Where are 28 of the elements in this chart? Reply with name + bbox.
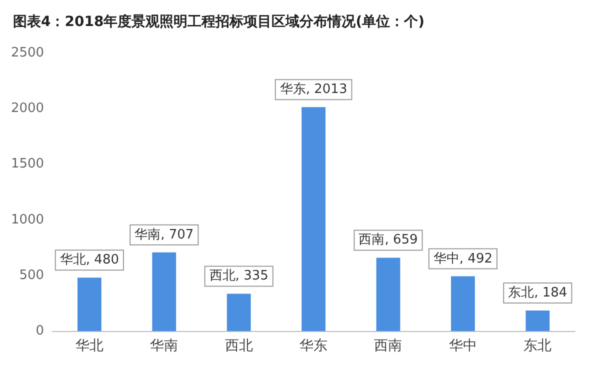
bar bbox=[77, 278, 102, 331]
chart-title: 图表4：2018年度景观照明工程招标项目区域分布情况(单位：个) bbox=[13, 13, 425, 30]
data-label: 西北, 335 bbox=[209, 268, 268, 284]
y-tick-label: 1500 bbox=[10, 156, 44, 172]
data-label: 华北, 480 bbox=[60, 252, 119, 268]
x-tick-label: 华南 bbox=[150, 338, 178, 354]
bar bbox=[226, 294, 251, 331]
y-tick-label: 500 bbox=[19, 268, 44, 283]
y-tick-label: 2500 bbox=[10, 46, 44, 60]
x-tick-label: 华中 bbox=[448, 338, 477, 354]
data-label: 华南, 707 bbox=[134, 227, 194, 242]
x-tick-label: 东北 bbox=[524, 338, 552, 354]
data-label: 华中, 492 bbox=[433, 251, 492, 266]
data-label: 西南, 659 bbox=[358, 232, 418, 248]
bar bbox=[450, 276, 475, 331]
x-tick-label: 西南 bbox=[374, 338, 402, 354]
data-label: 东北, 184 bbox=[508, 286, 568, 301]
x-tick-label: 华北 bbox=[75, 338, 104, 354]
x-tick-label: 西北 bbox=[224, 338, 253, 354]
y-tick-label: 0 bbox=[36, 324, 44, 338]
bar bbox=[152, 252, 176, 331]
bar bbox=[376, 258, 400, 331]
data-label: 华东, 2013 bbox=[280, 82, 348, 98]
bar bbox=[526, 310, 550, 331]
y-tick-label: 1000 bbox=[10, 212, 44, 228]
y-tick-label: 2000 bbox=[10, 101, 44, 116]
bar bbox=[302, 107, 326, 331]
x-tick-label: 华东 bbox=[300, 338, 328, 354]
